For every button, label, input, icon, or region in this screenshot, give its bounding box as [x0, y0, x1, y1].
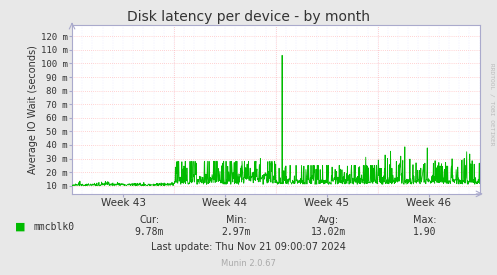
- Text: mmcblk0: mmcblk0: [34, 222, 75, 232]
- Y-axis label: Average IO Wait (seconds): Average IO Wait (seconds): [28, 45, 38, 174]
- Text: Max:: Max:: [413, 215, 437, 225]
- Text: RRDTOOL / TOBI OETIKER: RRDTOOL / TOBI OETIKER: [490, 63, 495, 146]
- Text: Last update: Thu Nov 21 09:00:07 2024: Last update: Thu Nov 21 09:00:07 2024: [151, 243, 346, 252]
- Text: Munin 2.0.67: Munin 2.0.67: [221, 260, 276, 268]
- Text: 1.90: 1.90: [413, 227, 437, 237]
- Text: Avg:: Avg:: [318, 215, 338, 225]
- Text: Min:: Min:: [226, 215, 247, 225]
- Text: 13.02m: 13.02m: [311, 227, 345, 237]
- Text: Disk latency per device - by month: Disk latency per device - by month: [127, 10, 370, 24]
- Text: ■: ■: [15, 222, 25, 232]
- Text: Cur:: Cur:: [139, 215, 159, 225]
- Text: 2.97m: 2.97m: [221, 227, 251, 237]
- Text: 9.78m: 9.78m: [134, 227, 164, 237]
